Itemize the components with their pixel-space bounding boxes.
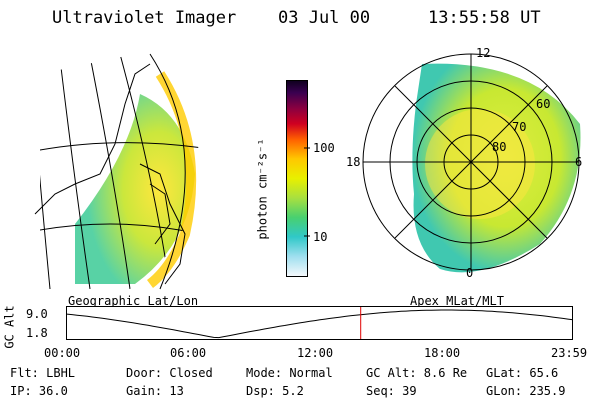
info-gain: Gain: 13 [126,384,184,398]
info-glon: GLon: 235.9 [486,384,566,398]
colorbar-tick-100: 100 [313,141,335,155]
geographic-image-panel [34,53,200,290]
mlt-label-6: 6 [575,155,583,169]
geo-coastline [34,63,186,285]
altitude-xtick-3: 18:00 [424,346,461,360]
info-mode: Mode: Normal [246,366,333,380]
instrument-title: Ultraviolet Imager [52,8,237,28]
altitude-ylabel: GC Alt [2,305,17,349]
info-dsp: Dsp: 5.2 [246,384,304,398]
geo-panel-label: Geographic Lat/Lon [68,294,199,308]
altitude-ytick-low: 1.8 [26,326,48,340]
apex-mlt-lines [363,54,579,270]
info-ip: IP: 36.0 [10,384,68,398]
colorbar-tick-marks [304,147,310,237]
mlt-label-18: 18 [346,155,361,169]
apex-inner-bright [425,109,535,219]
info-glat: GLat: 65.6 [486,366,559,380]
mlt-label-12: 12 [476,46,491,60]
info-flt: Flt: LBHL [10,366,76,380]
apex-polar-panel [362,53,581,273]
geo-aurora-fill [75,94,195,284]
altitude-plot-frame [66,306,573,340]
lat-label-60: 60 [536,97,551,111]
colorbar-unit-label: photon cm⁻²s⁻¹ [255,138,270,240]
altitude-plot [66,306,574,340]
observation-date: 03 Jul 00 [278,8,371,28]
altitude-ytick-high: 9.0 [26,307,48,321]
geo-limb-line [149,53,186,290]
altitude-curve [66,309,574,339]
mlt-label-0: 0 [466,266,474,280]
geo-aurora-arc [146,71,197,288]
lat-label-80: 80 [492,140,507,154]
lat-label-70: 70 [512,120,527,134]
apex-panel-label: Apex MLat/MLT [410,294,504,308]
colorbar [286,80,308,277]
colorbar-tick-10: 10 [313,230,328,244]
info-seq: Seq: 39 [366,384,417,398]
altitude-xtick-1: 06:00 [170,346,207,360]
altitude-xtick-2: 12:00 [297,346,334,360]
altitude-xtick-4: 23:59 [551,346,588,360]
altitude-xtick-0: 00:00 [44,346,81,360]
info-gc-alt: GC Alt: 8.6 Re [366,366,468,380]
observation-time: 13:55:58 UT [428,8,541,28]
info-door: Door: Closed [126,366,213,380]
